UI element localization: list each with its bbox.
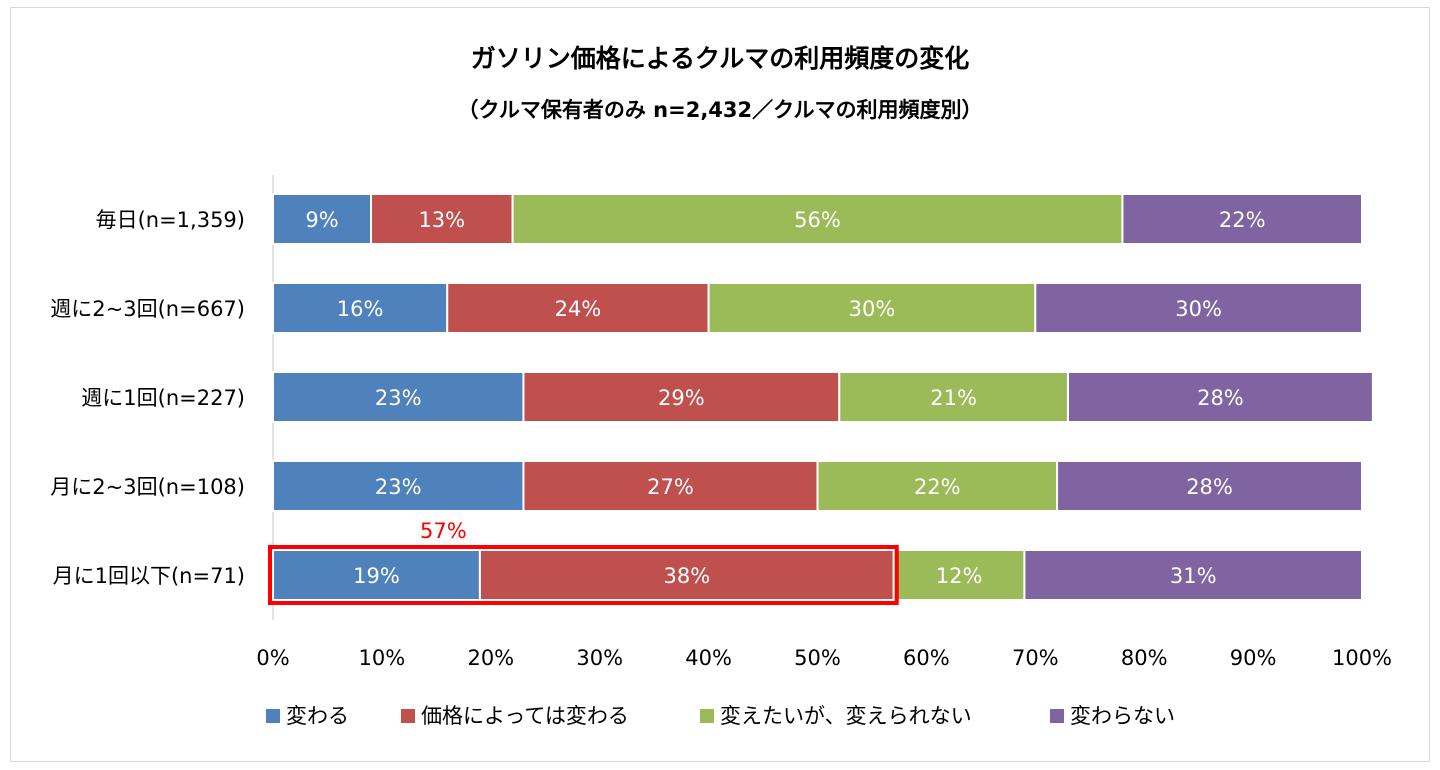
bar-segment [892,549,1026,601]
bar-segment [1066,371,1374,423]
data-label: 31% [1170,564,1217,588]
x-tick-label: 80% [1121,646,1168,670]
data-label: 19% [353,564,400,588]
chart-subtitle: （クルマ保有者のみ n=2,432／クルマの利用頻度別） [457,98,982,122]
bar-segment [272,371,525,423]
x-tick-label: 0% [256,646,289,670]
x-tick-label: 10% [359,646,406,670]
legend-swatch [266,709,280,723]
bar-segment [522,460,819,512]
data-label: 29% [658,386,705,410]
data-label: 22% [1219,208,1266,232]
data-label: 13% [418,208,465,232]
x-tick-label: 70% [1012,646,1059,670]
legend: 変わる 価格によっては変わる 変えたいが、変えられない 変わらない [266,704,1175,728]
legend-swatch [1050,709,1064,723]
bar-segment [1056,460,1363,512]
category-label: 週に1回(n=227) [81,386,245,410]
plot-area: 毎日(n=1,359) 9% 13% 56% 22% 週に2~3回(n=667) 16% 24… [50,175,1392,670]
bar-segment [370,193,514,245]
bar-segment [272,193,373,245]
chart-title: ガソリン価格によるクルマの利用頻度の変化 [471,44,970,73]
data-label: 56% [794,208,841,232]
category-label: 毎日(n=1,359) [96,208,245,232]
category-label: 週に2~3回(n=667) [50,297,245,321]
legend-label: 変わらない [1070,704,1175,728]
data-label: 28% [1197,386,1244,410]
data-label: 30% [849,297,896,321]
x-tick-label: 100% [1332,646,1392,670]
bar-segment [272,549,481,601]
x-tick-label: 40% [685,646,732,670]
data-label: 38% [663,564,710,588]
highlight-box [268,545,899,605]
x-tick-label: 20% [467,646,514,670]
legend-swatch [401,709,415,723]
data-label: 27% [647,475,694,499]
category-label: 月に2~3回(n=108) [50,475,245,499]
legend-label: 変えたいが、変えられない [720,704,972,728]
legend-swatch [700,709,714,723]
bar-segment [478,549,895,601]
bar-segment [1121,193,1364,245]
data-label: 12% [936,564,983,588]
bar-segment [816,460,1059,512]
data-label: 23% [375,386,422,410]
data-label: 30% [1175,297,1222,321]
legend-label: 価格によっては変わる [421,704,629,728]
bar-segment [522,371,841,423]
bar-segment [272,460,525,512]
legend-label: 変わる [286,704,349,728]
data-label: 21% [930,386,977,410]
bar-segment [1034,282,1364,334]
data-label: 9% [305,208,338,232]
category-label: 月に1回以下(n=71) [53,564,245,588]
x-tick-label: 90% [1230,646,1277,670]
bar-segment [1023,549,1364,601]
data-label: 23% [375,475,422,499]
x-tick-label: 60% [903,646,950,670]
data-label: 16% [337,297,384,321]
data-label: 24% [555,297,602,321]
data-label: 28% [1186,475,1233,499]
data-label: 22% [914,475,961,499]
x-tick-label: 50% [794,646,841,670]
x-tick-label: 30% [576,646,623,670]
annotation-label: 57% [420,519,467,543]
